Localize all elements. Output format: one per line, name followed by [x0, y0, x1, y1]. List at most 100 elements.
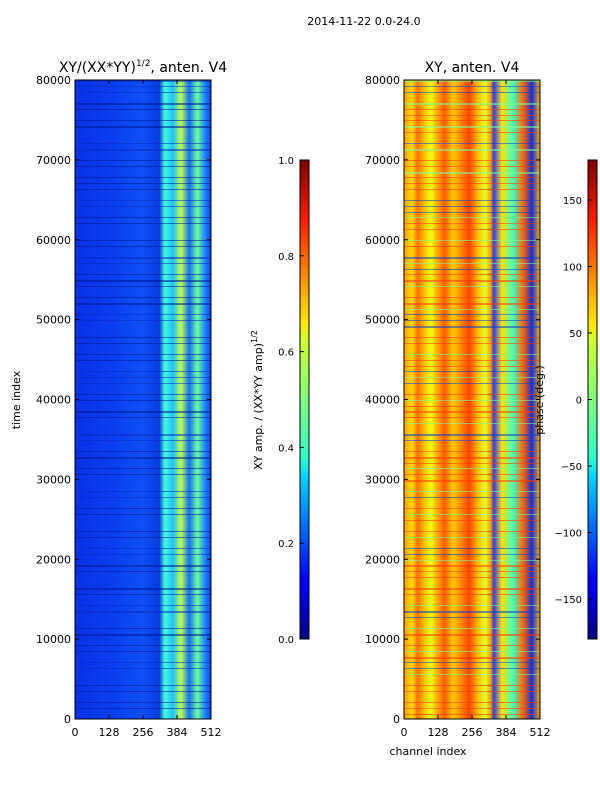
stripe-1-55	[404, 303, 540, 305]
stripe-1-16	[404, 354, 540, 355]
stripe-0-62	[75, 343, 211, 344]
stripe-1-32	[404, 628, 540, 629]
stripe-0-10	[75, 411, 211, 413]
stripe-1-40	[404, 126, 540, 128]
left-panel: XY/(XX*YY)1/2, anten. V4 0 128 256 384 512 0 1…	[10, 59, 227, 739]
stripe-1-81	[404, 269, 540, 270]
stripe-1-45	[404, 611, 540, 613]
stripe-1-9	[404, 314, 540, 315]
stripe-0-27	[75, 143, 211, 144]
x-tick-label-1-1: 128	[428, 726, 449, 739]
stripe-1-73	[404, 132, 540, 133]
right-colorbar-ticks: −150 −100 −50 0 50 100 150	[555, 196, 592, 606]
left-cbar-tick-label-2: 0.4	[278, 443, 294, 454]
stripe-0-31	[75, 531, 211, 532]
left-cbar-tick-label-5: 1.0	[278, 156, 294, 167]
stripe-1-89	[404, 406, 540, 407]
x-tick-label-0-4: 512	[201, 726, 222, 739]
stripe-1-69	[404, 383, 540, 384]
y-tick-label-0-7: 70000	[36, 154, 71, 167]
y-tick-label-1-8: 80000	[365, 74, 400, 87]
stripe-1-30	[404, 434, 540, 436]
stripe-1-68	[404, 286, 540, 287]
stripe-1-52	[404, 651, 540, 652]
stripe-1-46	[404, 708, 540, 709]
y-tick-label-0-1: 10000	[36, 633, 71, 646]
stripe-1-74	[404, 229, 540, 230]
right-cbar-tick-label-0: −150	[555, 595, 582, 606]
stripe-0-38	[75, 571, 211, 572]
stripe-0-36	[75, 377, 211, 378]
stripe-1-57	[404, 497, 540, 498]
stripe-1-18	[404, 548, 540, 549]
stripe-0-42	[75, 320, 211, 321]
stripe-1-85	[404, 657, 540, 659]
stripe-1-5	[404, 565, 540, 567]
y-tick-label-1-3: 30000	[365, 473, 400, 486]
stripe-0-69	[75, 383, 211, 384]
stripe-1-31	[404, 531, 540, 532]
stripe-1-70	[404, 480, 540, 482]
stripe-0-53	[75, 109, 211, 110]
x-tick-label-1-4: 512	[530, 726, 551, 739]
right-cbar-tick-label-5: 100	[563, 262, 582, 273]
stripe-0-19	[75, 645, 211, 646]
stripe-0-7	[75, 120, 211, 121]
stripe-1-43	[404, 417, 540, 418]
y-tick-label-1-5: 50000	[365, 314, 400, 327]
stripe-0-55	[75, 303, 211, 305]
stripe-1-63	[404, 440, 540, 441]
stripe-1-20	[404, 103, 540, 105]
stripe-0-3	[75, 371, 211, 372]
y-tick-label-0-4: 40000	[36, 394, 71, 407]
stripe-0-15	[75, 257, 211, 259]
stripe-1-50	[404, 457, 540, 459]
stripe-1-86	[404, 115, 540, 116]
stripe-1-64	[404, 537, 540, 538]
left-cbar-tick-label-0: 0.0	[278, 635, 294, 646]
stripe-0-28	[75, 240, 211, 241]
stripe-1-41	[404, 223, 540, 224]
y-tick-label-1-7: 70000	[365, 154, 400, 167]
stripe-0-37	[75, 474, 211, 475]
left-cbar-tick-label-3: 0.6	[278, 348, 294, 359]
y-tick-label-0-5: 50000	[36, 314, 71, 327]
stripe-0-51	[75, 554, 211, 555]
stripe-1-2	[404, 274, 540, 275]
stripe-1-47	[404, 166, 540, 167]
stripe-0-13	[75, 702, 211, 703]
y-tick-label-1-6: 60000	[365, 234, 400, 247]
y-tick-label-0-3: 30000	[36, 473, 71, 486]
suptitle: 2014-11-22 0.0-24.0	[307, 15, 420, 28]
left-ylabel: time index	[10, 370, 23, 429]
stripe-1-3	[404, 371, 540, 372]
stripe-1-67	[404, 189, 540, 190]
left-heatmap-stripes	[75, 80, 211, 709]
stripe-0-50	[75, 457, 211, 459]
stripe-1-88	[404, 309, 540, 310]
stripe-0-59	[75, 691, 211, 692]
stripe-0-1	[75, 177, 211, 178]
stripe-1-8	[404, 217, 540, 218]
right-cbar-tick-label-4: 50	[569, 329, 582, 340]
y-tick-label-0-8: 80000	[36, 74, 71, 87]
stripe-1-49	[404, 360, 540, 361]
stripe-0-14	[75, 160, 211, 161]
stripe-0-61	[75, 246, 211, 247]
stripe-0-56	[75, 400, 211, 401]
y-tick-label-1-1: 10000	[365, 633, 400, 646]
y-tick-label-1-2: 20000	[365, 553, 400, 566]
stripe-1-83	[404, 463, 540, 464]
stripe-0-40	[75, 126, 211, 128]
stripe-1-42	[404, 320, 540, 321]
right-cbar-tick-label-1: −100	[555, 529, 582, 540]
stripe-0-64	[75, 537, 211, 538]
stripe-0-26	[75, 685, 211, 686]
stripe-1-14	[404, 160, 540, 161]
left-cbar-tick-label-1: 0.2	[278, 539, 294, 550]
stripe-0-44	[75, 514, 211, 515]
stripe-1-34	[404, 183, 540, 184]
stripe-0-17	[75, 451, 211, 452]
x-tick-label-0-3: 384	[167, 726, 188, 739]
stripe-1-21	[404, 200, 540, 201]
